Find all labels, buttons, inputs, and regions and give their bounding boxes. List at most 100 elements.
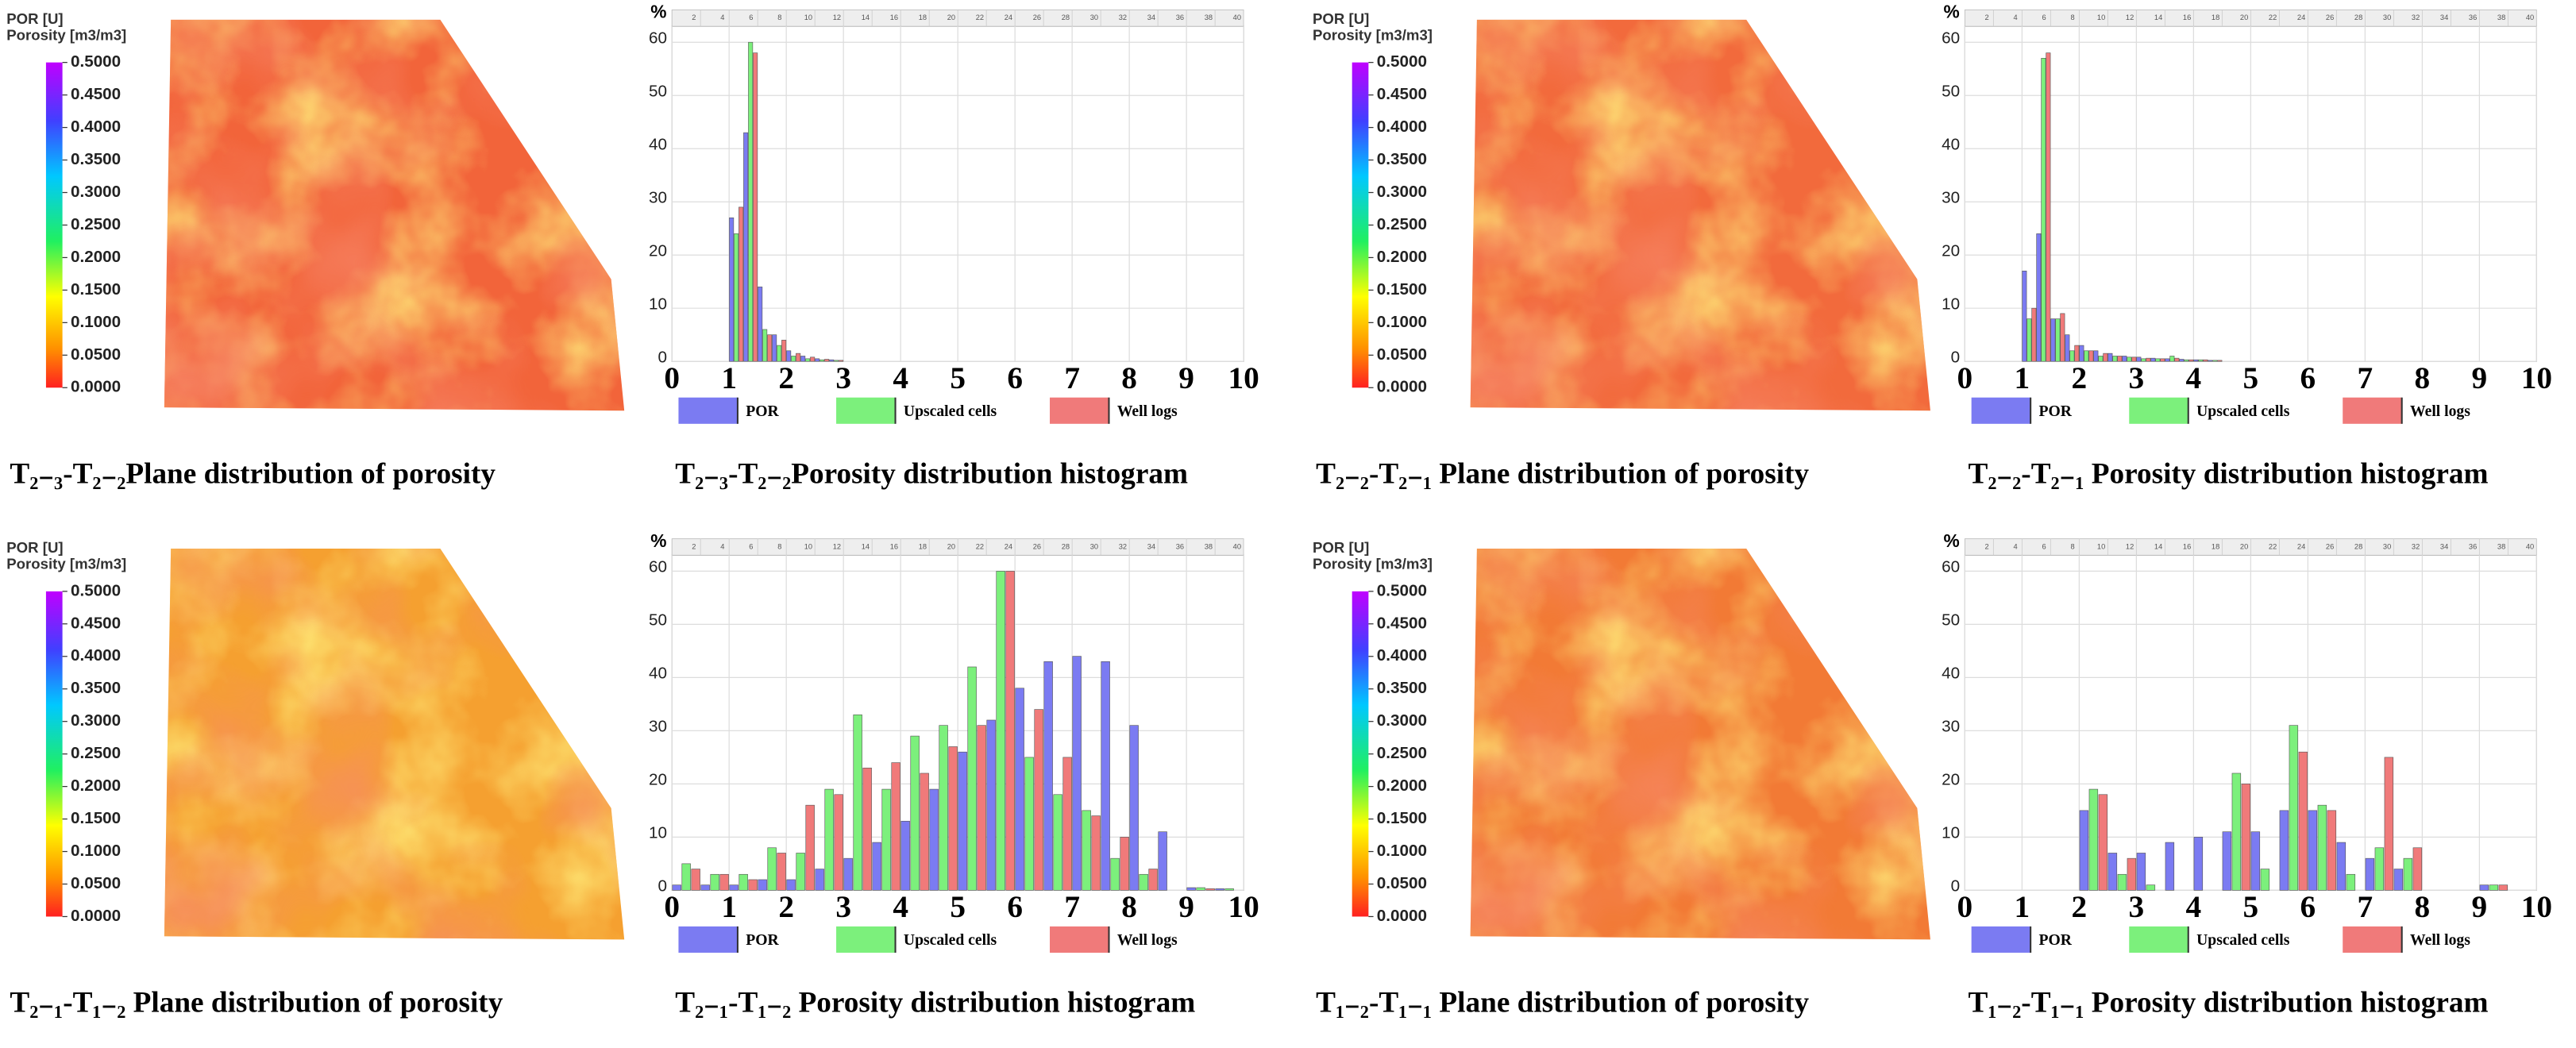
top-tick-label: 2 — [1985, 542, 1989, 550]
colorbar-tick-label: 0.2500 — [1377, 215, 1427, 233]
y-tick-label: 0 — [1951, 349, 1961, 367]
x-tick-label: 9 — [2472, 360, 2488, 395]
top-tick-label: 4 — [720, 13, 724, 21]
bar — [2150, 357, 2156, 362]
colorbar-tick-label: 0.2000 — [1377, 248, 1427, 266]
bar — [853, 714, 862, 891]
bar — [2041, 58, 2046, 362]
top-tick-label: 24 — [2297, 13, 2305, 21]
bar — [2098, 356, 2104, 362]
bar — [800, 356, 806, 362]
bar — [834, 794, 843, 891]
colorbar-tick-label: 0.2500 — [1377, 744, 1427, 762]
bar — [1110, 857, 1120, 891]
bar — [791, 356, 796, 362]
bar — [2107, 353, 2113, 362]
bar — [815, 358, 820, 362]
x-tick-label: 3 — [835, 889, 851, 924]
colorbar-tick-label: 0.1000 — [71, 842, 121, 860]
x-tick-label: 6 — [1007, 889, 1023, 924]
bar — [1205, 888, 1215, 891]
bar — [729, 217, 735, 362]
bar — [891, 762, 900, 891]
colorbar-tick-label: 0.3000 — [1377, 711, 1427, 730]
bar — [1120, 837, 1129, 891]
bar — [2217, 360, 2223, 362]
map-subtitle: Porosity [m3/m3] — [6, 556, 126, 572]
y-tick-label: 40 — [1942, 136, 1960, 154]
bar — [2088, 350, 2094, 362]
legend-swatch — [2129, 397, 2188, 424]
top-tick-label: 16 — [2183, 542, 2191, 550]
bar — [2069, 350, 2075, 362]
bar — [829, 359, 835, 362]
bar — [1186, 887, 1196, 891]
x-tick-label: 10 — [1228, 360, 1259, 395]
colorbar-tick-label: 0.4500 — [71, 614, 121, 632]
bar — [2022, 270, 2027, 362]
bar — [2212, 360, 2218, 362]
top-tick-label: 22 — [976, 13, 984, 21]
bar — [2250, 831, 2261, 891]
x-tick-label: 10 — [2521, 360, 2552, 395]
colorbar-tick-label: 0.3000 — [1377, 183, 1427, 201]
bar — [2050, 318, 2056, 362]
top-tick-label: 26 — [2326, 542, 2334, 550]
bar — [796, 853, 805, 891]
bar — [2279, 810, 2289, 891]
top-tick-label: 32 — [2412, 13, 2420, 21]
colorbar-tick-label: 0.4000 — [1377, 646, 1427, 665]
top-tick-label: 30 — [1090, 13, 1098, 21]
bar — [758, 879, 767, 891]
x-tick-label: 2 — [778, 889, 794, 924]
legend-label: Well logs — [1117, 403, 1178, 420]
colorbar-tick-label: 0.4500 — [1377, 85, 1427, 103]
bar — [996, 571, 1005, 891]
bar — [1043, 661, 1053, 891]
top-tick-label: 24 — [1005, 542, 1012, 550]
bar — [2193, 359, 2199, 362]
bar — [2117, 356, 2123, 362]
bar — [819, 359, 825, 362]
colorbar-tick-label: 0.1500 — [71, 280, 121, 299]
bar — [872, 842, 881, 891]
bar — [2026, 318, 2032, 362]
x-tick-label: 4 — [2186, 889, 2202, 924]
bar — [2169, 356, 2175, 362]
top-tick-label: 38 — [1205, 542, 1213, 550]
legend-label: POR — [746, 403, 779, 420]
colorbar-tick-label: 0.2000 — [71, 776, 121, 795]
map-panel: POR [U]Porosity [m3/m3] 0.0000 0.0500 0.100… — [1313, 10, 1930, 491]
map-title: POR [U] — [6, 10, 63, 27]
legend-label: Upscaled cells — [904, 403, 997, 420]
top-tick-label: 14 — [862, 13, 870, 21]
map-subtitle: Porosity [m3/m3] — [6, 26, 126, 43]
caption: T₁₋₂-T₁₋₁ Plane distribution of porosity — [1316, 987, 1809, 1019]
x-tick-label: 3 — [2129, 889, 2145, 924]
bar — [2289, 725, 2299, 891]
bar — [862, 767, 872, 891]
legend-label: POR — [2038, 931, 2072, 949]
bar — [738, 873, 748, 891]
bar — [743, 132, 749, 362]
bar — [2308, 810, 2318, 891]
bar — [2393, 869, 2404, 891]
bar — [2188, 359, 2194, 362]
bar — [2141, 358, 2146, 362]
colorbar-tick-label: 0.1000 — [1377, 313, 1427, 331]
bar — [2174, 357, 2180, 362]
top-tick-label: 32 — [1119, 542, 1127, 550]
top-tick-label: 28 — [2354, 542, 2362, 550]
bar — [2065, 334, 2070, 362]
x-tick-label: 4 — [893, 360, 908, 395]
top-tick-label: 14 — [862, 542, 870, 550]
top-tick-label: 18 — [919, 542, 927, 550]
top-tick-label: 22 — [2269, 542, 2277, 550]
bar — [2336, 842, 2347, 891]
bar — [1072, 656, 1082, 891]
top-tick-label: 36 — [1176, 542, 1184, 550]
map-panel: POR [U]Porosity [m3/m3] 0.0000 0.0500 0.100… — [6, 10, 625, 491]
top-tick-label: 28 — [1062, 13, 1070, 21]
bar — [2146, 357, 2151, 362]
y-tick-label: 30 — [1942, 189, 1960, 207]
